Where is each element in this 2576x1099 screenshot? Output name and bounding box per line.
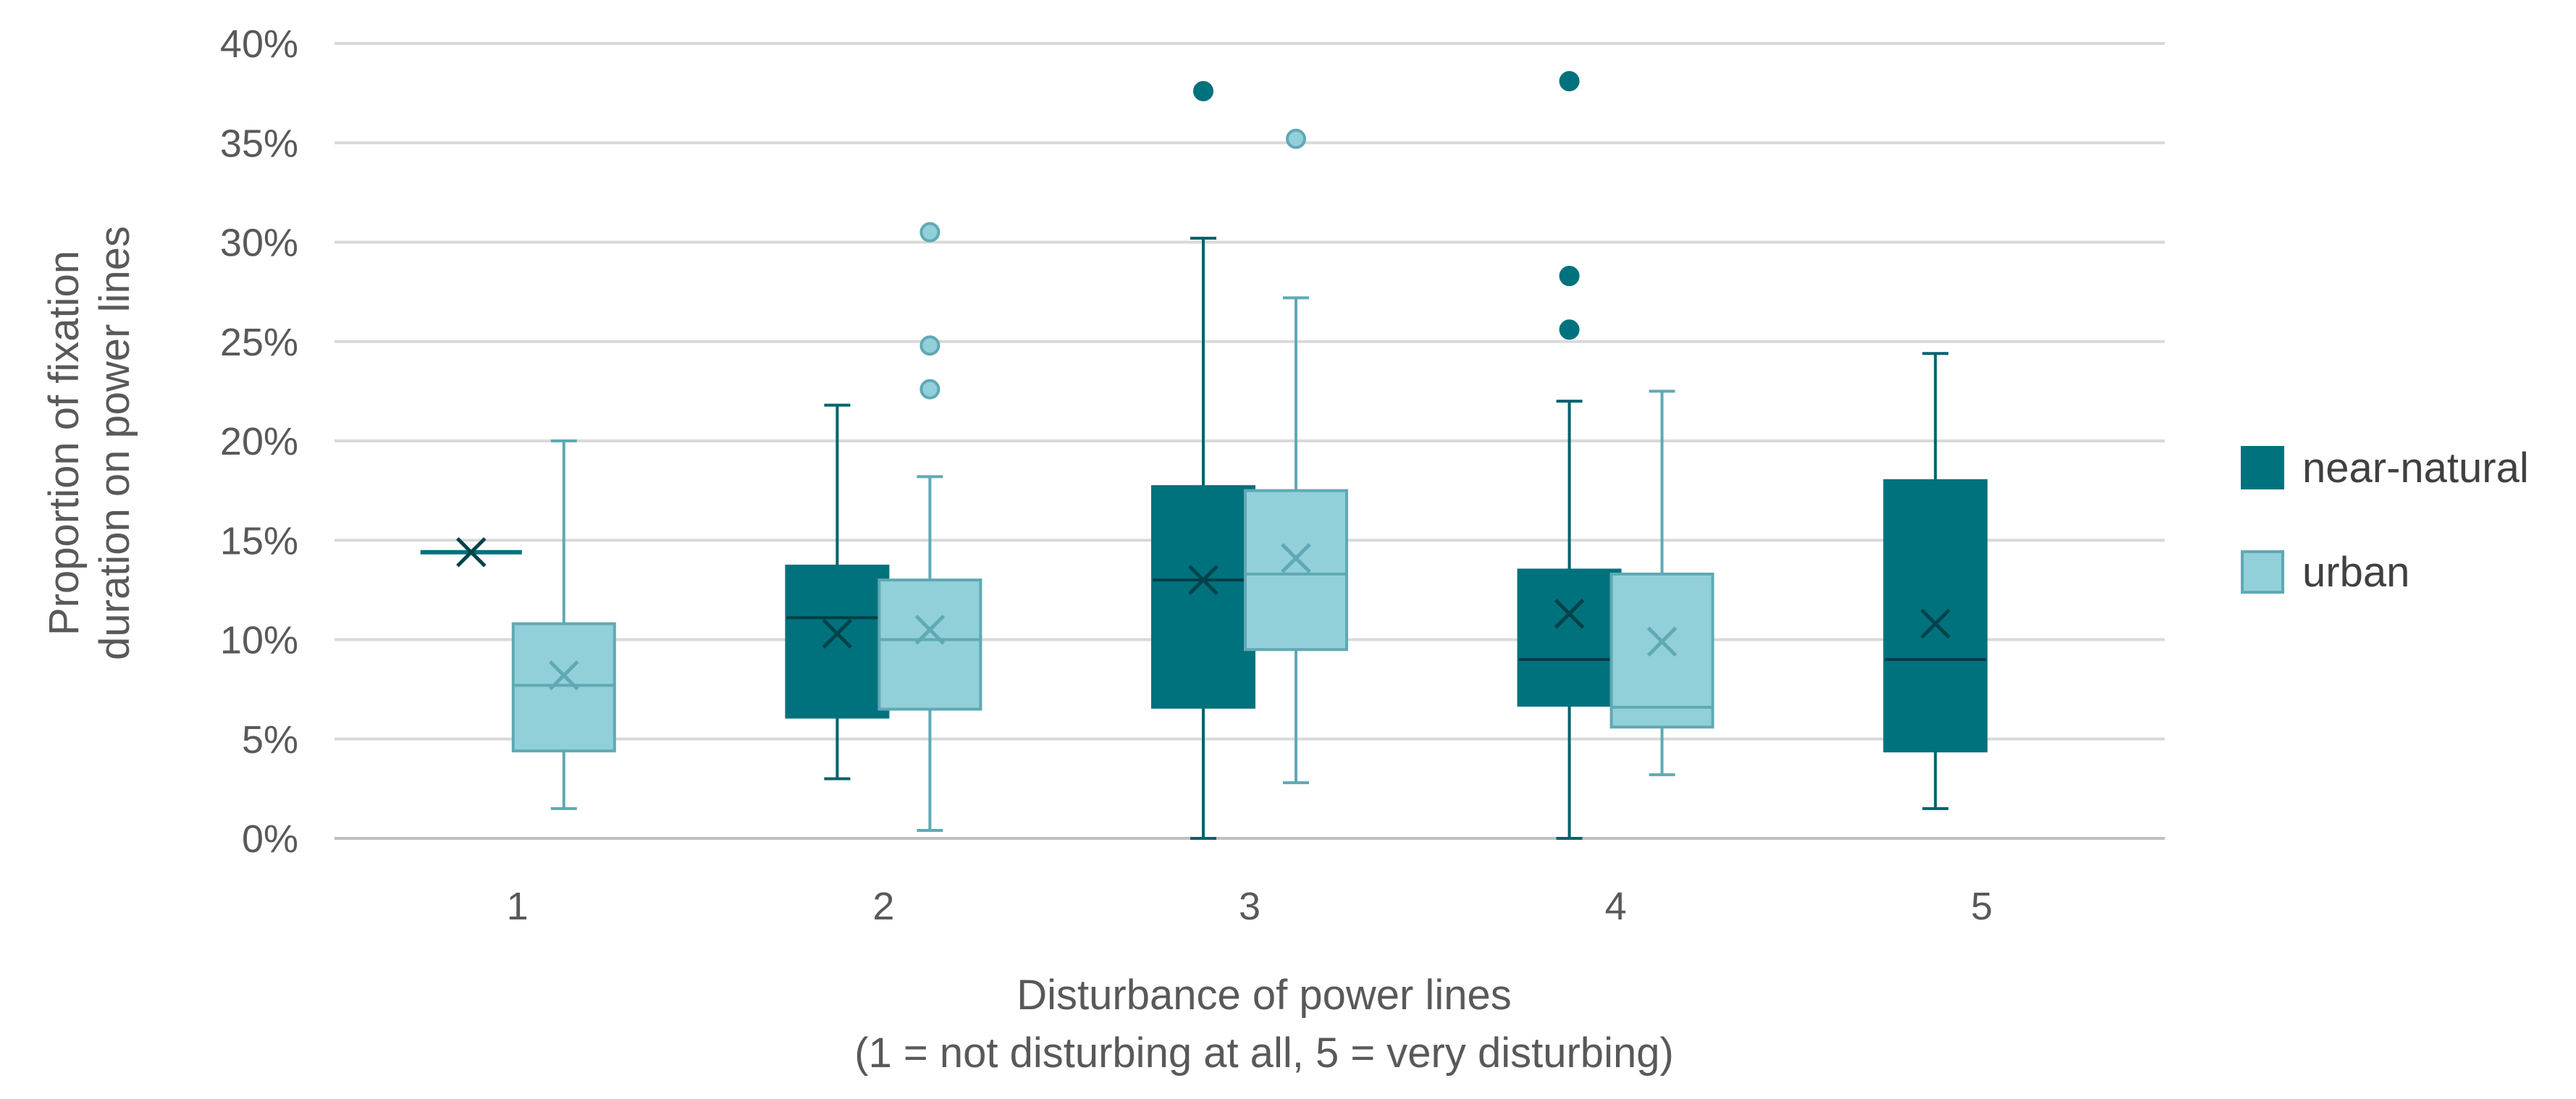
mean-marker (1646, 626, 1678, 657)
box-iqr (1609, 572, 1714, 729)
outlier-point (919, 222, 940, 243)
box-near-natural-2 (785, 403, 890, 780)
x-tick-label: 3 (1239, 885, 1260, 928)
mean-marker (914, 615, 946, 645)
gridlines (334, 42, 2165, 840)
legend: near-natural urban (2241, 445, 2529, 596)
x-tick-label: 5 (1971, 885, 1992, 928)
outlier-point (1193, 80, 1213, 101)
y-tick-label: 35% (220, 122, 298, 165)
mean-marker (549, 660, 579, 691)
plot-area (420, 71, 1988, 840)
x-tick-label: 4 (1605, 885, 1627, 928)
box-iqr (511, 622, 616, 753)
box-iqr (877, 578, 982, 711)
box-near-natural-1 (420, 536, 522, 568)
box-near-natural-3 (1151, 80, 1255, 840)
y-axis-title-line-1: Proportion of fixation (41, 250, 88, 636)
legend-item-urban[interactable]: urban (2241, 549, 2409, 596)
box-urban-3 (1244, 128, 1348, 785)
y-tick-label: 30% (220, 222, 298, 265)
box-near-natural-5 (1883, 352, 1988, 810)
box-urban-1 (511, 439, 616, 810)
y-tick-label: 20% (220, 420, 298, 463)
x-tick-label: 2 (872, 885, 894, 928)
mean-marker (822, 618, 853, 649)
outlier-point (919, 335, 940, 356)
y-tick-label: 10% (220, 619, 298, 662)
x-axis-title-line-2: (1 = not disturbing at all, 5 = very dis… (854, 1029, 1674, 1077)
mean-marker (1920, 608, 1950, 639)
legend-swatch-urban (2241, 550, 2284, 594)
outlier-point (1559, 319, 1580, 340)
box-urban-4 (1609, 390, 1714, 777)
box-iqr (1883, 479, 1988, 753)
y-tick-label: 25% (220, 321, 298, 364)
legend-label-near-natural: near-natural (2302, 445, 2529, 492)
box-iqr (785, 564, 890, 719)
box-iqr (1517, 568, 1622, 707)
box-urban-2 (877, 222, 982, 833)
legend-label-urban: urban (2302, 549, 2409, 596)
box-iqr (1151, 485, 1255, 709)
legend-item-near-natural[interactable]: near-natural (2241, 445, 2529, 492)
legend-swatch-near-natural (2241, 446, 2284, 489)
outlier-point (1559, 71, 1580, 92)
mean-marker (1554, 599, 1585, 629)
mean-marker (456, 536, 487, 568)
x-tick-label: 1 (507, 885, 529, 928)
mean-marker (1188, 565, 1218, 595)
outlier-point (1286, 128, 1306, 149)
y-tick-label: 0% (242, 817, 298, 861)
y-axis-ticks: 0% 5% 10% 15% 20% 25% 30% 35% 40% (220, 22, 298, 861)
y-axis-title-line-2: duration on power lines (91, 226, 138, 660)
y-tick-label: 40% (220, 22, 298, 66)
mean-marker (1281, 543, 1311, 573)
y-axis-title: Proportion of fixation duration on power… (41, 226, 138, 660)
y-tick-label: 15% (220, 519, 298, 563)
outlier-point (919, 379, 940, 400)
outlier-point (1559, 266, 1580, 287)
x-axis-ticks: 1 2 3 4 5 (507, 885, 1992, 928)
x-axis-title: Disturbance of power lines (1 = not dist… (854, 972, 1674, 1077)
box-near-natural-4 (1517, 71, 1622, 840)
y-tick-label: 5% (242, 718, 298, 762)
box-iqr (1244, 489, 1348, 652)
x-axis-title-line-1: Disturbance of power lines (1016, 972, 1511, 1019)
